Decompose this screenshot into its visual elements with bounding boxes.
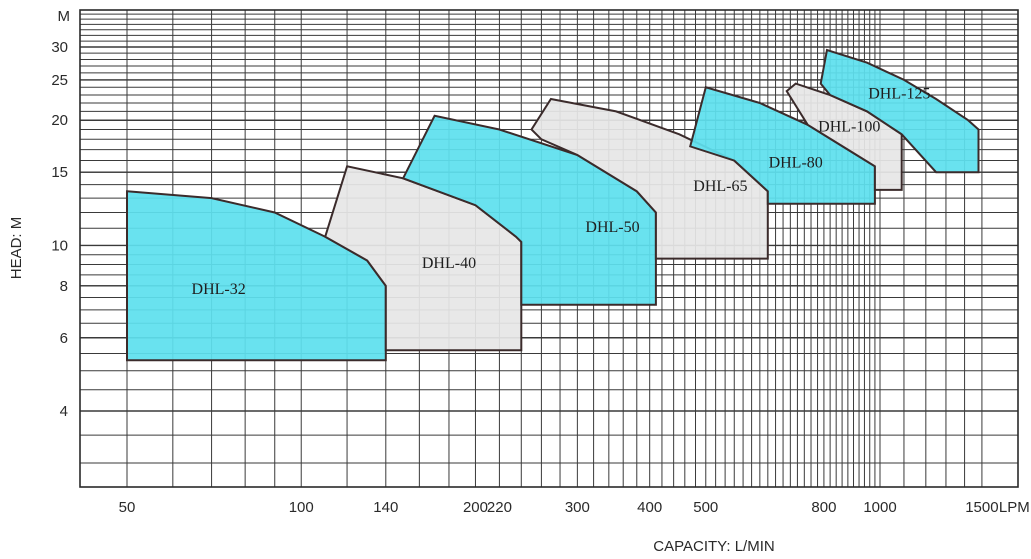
y-tick-label: 6: [60, 330, 68, 347]
x-tick-label: 220: [487, 499, 512, 516]
series-label-dhl-40: DHL-40: [422, 255, 476, 272]
x-tick-label: 140: [373, 499, 398, 516]
y-axis-ticks: 4 6 8 10 15 20 25 30: [51, 39, 68, 420]
x-axis-title: CAPACITY: L/MIN: [653, 538, 774, 555]
x-tick-label: 1000: [863, 499, 896, 516]
region-dhl-125: [819, 48, 980, 174]
x-tick-label: 400: [637, 499, 662, 516]
series-label-dhl-32: DHL-32: [192, 281, 246, 298]
y-tick-label: 15: [51, 164, 68, 181]
x-tick-label: 300: [565, 499, 590, 516]
y-axis-unit: M: [58, 8, 71, 25]
series-regions: [126, 48, 980, 362]
y-axis-title: HEAD: M: [8, 217, 25, 280]
series-label-dhl-100: DHL-100: [818, 118, 880, 135]
series-label-dhl-65: DHL-65: [693, 178, 747, 195]
series-labels: DHL-32 DHL-40 DHL-50 DHL-65 DHL-80 DHL-100 DHL…: [192, 86, 931, 298]
series-label-dhl-50: DHL-50: [585, 219, 639, 236]
y-tick-label: 10: [51, 237, 68, 254]
x-tick-label: 200: [463, 499, 488, 516]
x-tick-label: 1500: [965, 499, 998, 516]
region-dhl-100: [785, 82, 903, 191]
y-tick-label: 4: [60, 403, 68, 420]
series-label-dhl-125: DHL-125: [868, 86, 930, 103]
y-tick-label: 8: [60, 278, 68, 295]
x-tick-label: 50: [119, 499, 136, 516]
region-dhl-65: [530, 97, 769, 260]
y-tick-label: 25: [51, 72, 68, 89]
y-tick-label: 30: [51, 39, 68, 56]
x-tick-label: 100: [289, 499, 314, 516]
x-tick-label: 800: [811, 499, 836, 516]
x-axis-unit: LPM: [999, 499, 1030, 516]
series-label-dhl-80: DHL-80: [769, 155, 823, 172]
x-tick-label: 500: [693, 499, 718, 516]
y-tick-label: 20: [51, 112, 68, 129]
plot-frame: [79, 9, 1019, 488]
